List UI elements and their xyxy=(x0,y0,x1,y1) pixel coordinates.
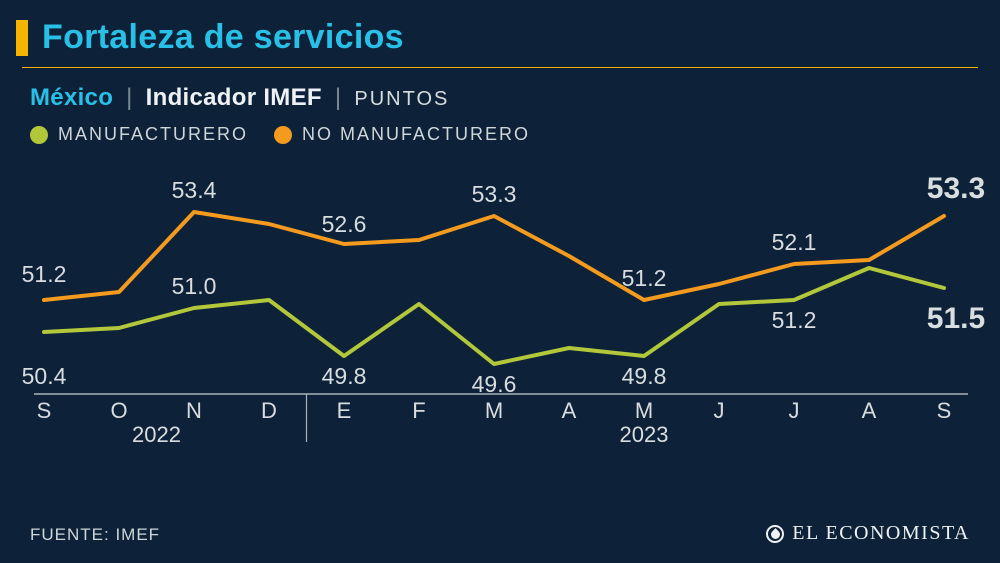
subtitle-country: México xyxy=(30,84,113,111)
svg-text:A: A xyxy=(562,398,577,423)
svg-text:2023: 2023 xyxy=(620,422,669,447)
legend-swatch-icon xyxy=(274,126,292,144)
legend: MANUFACTURERO NO MANUFACTURERO xyxy=(0,112,1000,145)
source-label: FUENTE: IMEF xyxy=(30,525,160,545)
svg-text:49.6: 49.6 xyxy=(472,371,517,397)
svg-text:53.3: 53.3 xyxy=(472,181,517,207)
svg-text:S: S xyxy=(37,398,52,423)
svg-text:M: M xyxy=(485,398,503,423)
subtitle-indicator: Indicador IMEF xyxy=(146,84,322,111)
svg-text:52.1: 52.1 xyxy=(772,229,817,255)
separator-icon: | xyxy=(329,84,348,111)
chart-svg: SONDEFMAMJJAS2022202350.451.251.053.449.… xyxy=(30,180,970,460)
subtitle-units: PUNTOS xyxy=(354,88,449,110)
svg-text:2022: 2022 xyxy=(132,422,181,447)
svg-text:S: S xyxy=(937,398,952,423)
svg-text:51.0: 51.0 xyxy=(172,273,217,299)
svg-text:51.2: 51.2 xyxy=(772,307,817,333)
legend-item-no-manufacturero: NO MANUFACTURERO xyxy=(274,124,530,145)
brand-label: EL ECONOMISTA xyxy=(792,522,970,545)
svg-text:51.2: 51.2 xyxy=(22,261,67,287)
svg-text:J: J xyxy=(714,398,725,423)
legend-swatch-icon xyxy=(30,126,48,144)
svg-text:O: O xyxy=(110,398,127,423)
legend-item-manufacturero: MANUFACTURERO xyxy=(30,124,248,145)
svg-text:N: N xyxy=(186,398,202,423)
svg-text:49.8: 49.8 xyxy=(322,363,367,389)
svg-text:50.4: 50.4 xyxy=(22,363,67,389)
svg-text:E: E xyxy=(337,398,352,423)
brand-globe-icon xyxy=(766,525,784,543)
header: Fortaleza de servicios México | Indicado… xyxy=(0,0,1000,145)
footer: FUENTE: IMEF EL ECONOMISTA xyxy=(30,522,970,545)
separator-icon: | xyxy=(120,84,139,111)
svg-text:52.6: 52.6 xyxy=(322,211,367,237)
svg-text:51.5: 51.5 xyxy=(927,302,985,335)
legend-label: NO MANUFACTURERO xyxy=(302,124,530,145)
svg-text:F: F xyxy=(412,398,425,423)
title-accent-bar xyxy=(16,20,28,56)
svg-text:53.4: 53.4 xyxy=(172,177,217,203)
brand: EL ECONOMISTA xyxy=(766,522,970,545)
svg-text:A: A xyxy=(862,398,877,423)
svg-text:49.8: 49.8 xyxy=(622,363,667,389)
page-title: Fortaleza de servicios xyxy=(42,18,404,57)
legend-label: MANUFACTURERO xyxy=(58,124,248,145)
svg-text:D: D xyxy=(261,398,277,423)
svg-text:M: M xyxy=(635,398,653,423)
svg-text:51.2: 51.2 xyxy=(622,265,667,291)
chart: SONDEFMAMJJAS2022202350.451.251.053.449.… xyxy=(30,180,970,460)
svg-text:J: J xyxy=(789,398,800,423)
subtitle: México | Indicador IMEF | PUNTOS xyxy=(0,68,1000,112)
svg-text:53.3: 53.3 xyxy=(927,172,985,205)
